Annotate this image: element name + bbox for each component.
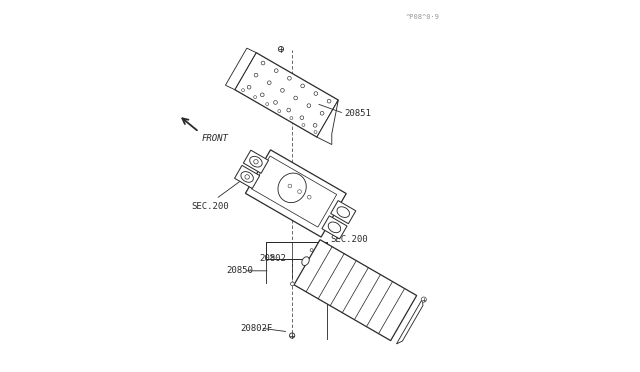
Text: 20802F: 20802F: [240, 324, 272, 333]
Circle shape: [253, 160, 258, 164]
Polygon shape: [266, 242, 328, 259]
Ellipse shape: [241, 171, 253, 182]
Circle shape: [253, 96, 257, 99]
Circle shape: [274, 100, 277, 104]
Circle shape: [280, 89, 284, 92]
Circle shape: [266, 103, 269, 106]
Circle shape: [421, 297, 426, 302]
Circle shape: [314, 92, 317, 95]
Text: FRONT: FRONT: [202, 134, 229, 143]
Circle shape: [301, 84, 305, 88]
Circle shape: [313, 124, 317, 127]
Circle shape: [287, 108, 291, 112]
Ellipse shape: [337, 207, 349, 218]
Polygon shape: [252, 156, 337, 227]
Circle shape: [287, 76, 291, 80]
Polygon shape: [235, 52, 339, 137]
Circle shape: [247, 85, 251, 89]
Circle shape: [245, 175, 250, 179]
Text: ^P08^0·9: ^P08^0·9: [406, 14, 440, 20]
Circle shape: [278, 110, 281, 113]
Text: SEC.200: SEC.200: [191, 202, 229, 211]
Circle shape: [298, 190, 301, 193]
Circle shape: [241, 89, 244, 92]
Circle shape: [275, 69, 278, 73]
Circle shape: [289, 333, 294, 338]
Polygon shape: [225, 48, 256, 90]
Polygon shape: [396, 299, 423, 344]
Circle shape: [327, 99, 331, 103]
Polygon shape: [317, 100, 339, 145]
Circle shape: [307, 104, 311, 108]
Circle shape: [320, 111, 324, 115]
Circle shape: [291, 282, 294, 286]
Polygon shape: [331, 201, 356, 224]
Text: 20850: 20850: [227, 266, 253, 275]
Polygon shape: [243, 150, 269, 173]
Circle shape: [302, 124, 305, 126]
Polygon shape: [245, 150, 346, 237]
Circle shape: [294, 96, 298, 100]
Ellipse shape: [328, 222, 340, 233]
Circle shape: [261, 61, 265, 65]
Circle shape: [260, 93, 264, 97]
Circle shape: [254, 73, 258, 77]
Text: SEC.200: SEC.200: [330, 235, 367, 244]
Text: 20802: 20802: [260, 254, 287, 263]
Circle shape: [290, 116, 293, 119]
Ellipse shape: [250, 156, 262, 167]
Ellipse shape: [278, 173, 306, 203]
Circle shape: [268, 81, 271, 84]
Text: 20851: 20851: [344, 109, 371, 118]
Circle shape: [300, 116, 304, 119]
Ellipse shape: [302, 257, 309, 266]
Circle shape: [288, 184, 292, 188]
Circle shape: [307, 195, 311, 199]
Polygon shape: [322, 216, 347, 239]
Circle shape: [314, 131, 317, 134]
Circle shape: [310, 249, 313, 251]
Polygon shape: [235, 166, 260, 189]
Polygon shape: [294, 240, 417, 341]
Circle shape: [278, 46, 284, 52]
